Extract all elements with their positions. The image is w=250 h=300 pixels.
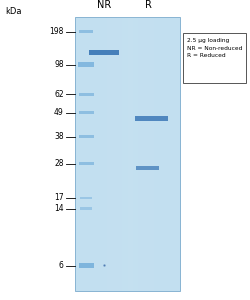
Text: NR: NR <box>96 1 111 10</box>
Bar <box>80 197 92 199</box>
Bar <box>79 30 93 33</box>
Bar <box>89 50 119 55</box>
Bar <box>106 16 112 291</box>
Text: 198: 198 <box>50 27 64 36</box>
Text: kDa: kDa <box>5 8 21 16</box>
Bar <box>154 16 159 291</box>
Bar <box>135 116 168 121</box>
Text: 62: 62 <box>54 90 64 99</box>
Bar <box>75 16 80 291</box>
Text: R: R <box>145 1 152 10</box>
FancyBboxPatch shape <box>182 33 246 83</box>
Text: 49: 49 <box>54 108 64 117</box>
Bar <box>78 62 94 67</box>
Text: 38: 38 <box>54 132 64 141</box>
Bar <box>164 16 170 291</box>
Bar <box>128 16 133 291</box>
Bar <box>91 16 96 291</box>
Text: 17: 17 <box>54 194 64 202</box>
Bar <box>138 16 143 291</box>
Bar <box>86 16 91 291</box>
Bar <box>175 16 180 291</box>
Bar <box>148 16 154 291</box>
Bar <box>122 16 128 291</box>
Bar <box>79 135 94 138</box>
Bar <box>80 207 92 210</box>
Bar <box>79 93 94 96</box>
Bar <box>79 263 94 268</box>
Bar <box>79 162 94 165</box>
Text: 2.5 μg loading
NR = Non-reduced
R = Reduced: 2.5 μg loading NR = Non-reduced R = Redu… <box>187 38 242 58</box>
Bar <box>143 16 148 291</box>
Text: 6: 6 <box>59 261 64 270</box>
Bar <box>79 111 94 114</box>
Text: 98: 98 <box>54 60 64 69</box>
Bar <box>170 16 175 291</box>
Bar <box>96 16 101 291</box>
Text: 14: 14 <box>54 204 64 213</box>
Bar <box>101 16 106 291</box>
Bar <box>112 16 117 291</box>
Bar <box>80 16 86 291</box>
Bar <box>159 16 164 291</box>
Bar <box>136 166 160 170</box>
Bar <box>75 16 180 291</box>
Text: 28: 28 <box>54 159 64 168</box>
Bar <box>133 16 138 291</box>
Bar <box>117 16 122 291</box>
